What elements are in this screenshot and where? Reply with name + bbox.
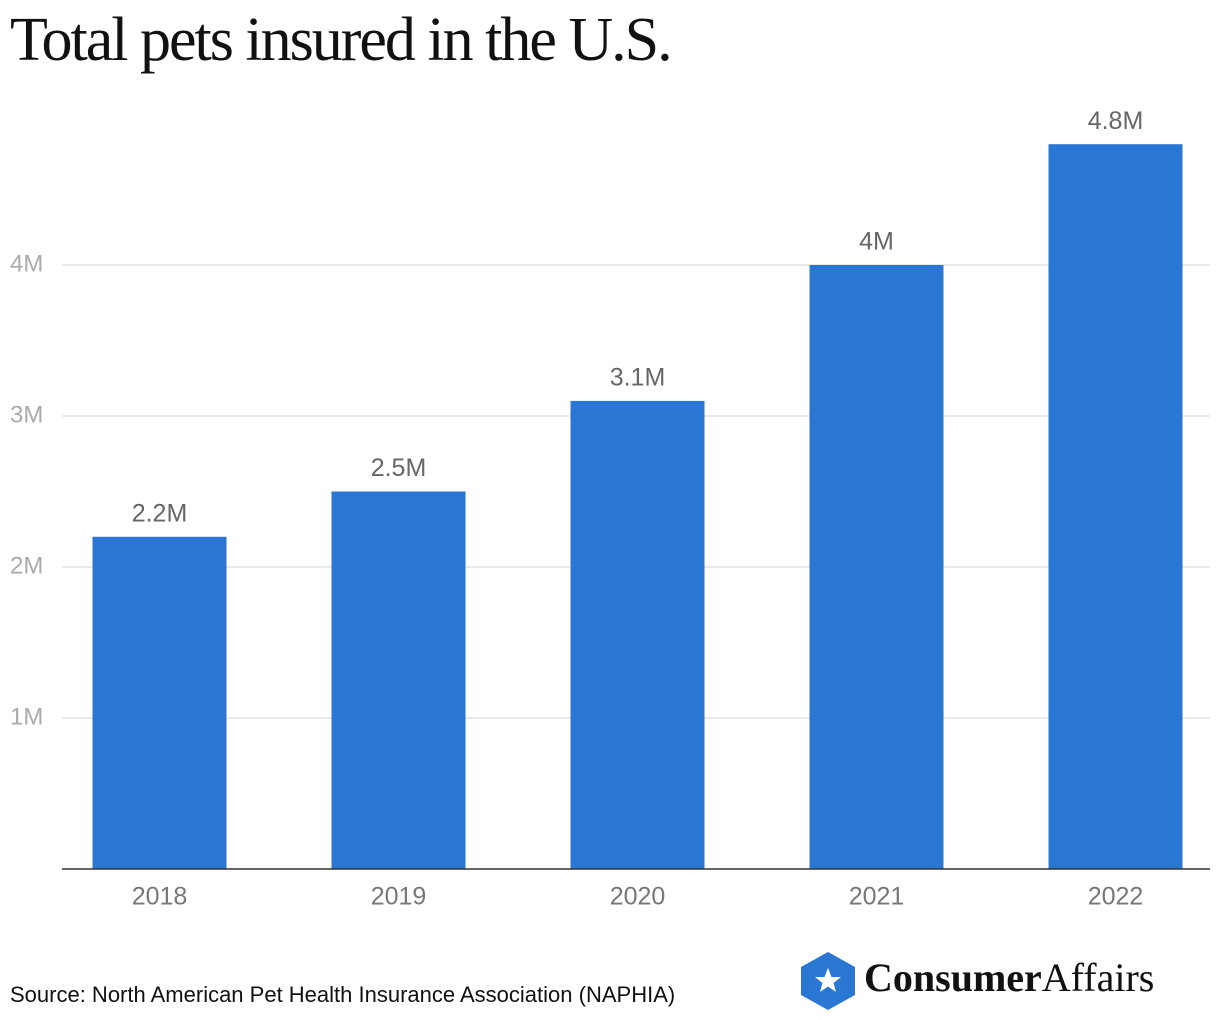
bar [570, 400, 705, 869]
x-tick-label: 2021 [849, 883, 905, 911]
y-tick-label: 1M [10, 703, 43, 730]
y-tick-label: 2M [10, 552, 43, 579]
bar [809, 265, 944, 869]
brand-name: ConsumerAffairs [864, 955, 1154, 1000]
logo-star [815, 968, 841, 992]
value-label: 2.5M [371, 454, 427, 482]
brand-part: Affairs [1042, 955, 1155, 1000]
brand-logo: ConsumerAffairs [801, 952, 1154, 1010]
bar [92, 536, 227, 869]
value-label: 2.2M [132, 499, 188, 527]
x-tick-label: 2019 [371, 883, 427, 911]
brand-part: Consumer [864, 955, 1042, 1000]
chart-title: Total pets insured in the U.S. [10, 6, 671, 74]
value-label: 4M [859, 228, 894, 256]
y-tick-label: 4M [10, 250, 43, 277]
value-label: 4.8M [1088, 107, 1144, 135]
x-tick-label: 2018 [132, 883, 188, 911]
x-tick-label: 2022 [1088, 883, 1144, 911]
x-tick-label: 2020 [610, 883, 666, 911]
bar [1048, 144, 1183, 869]
y-tick-label: 3M [10, 401, 43, 428]
value-label: 3.1M [610, 364, 666, 392]
source-note: Source: North American Pet Health Insura… [10, 982, 675, 1007]
bar [331, 491, 466, 869]
